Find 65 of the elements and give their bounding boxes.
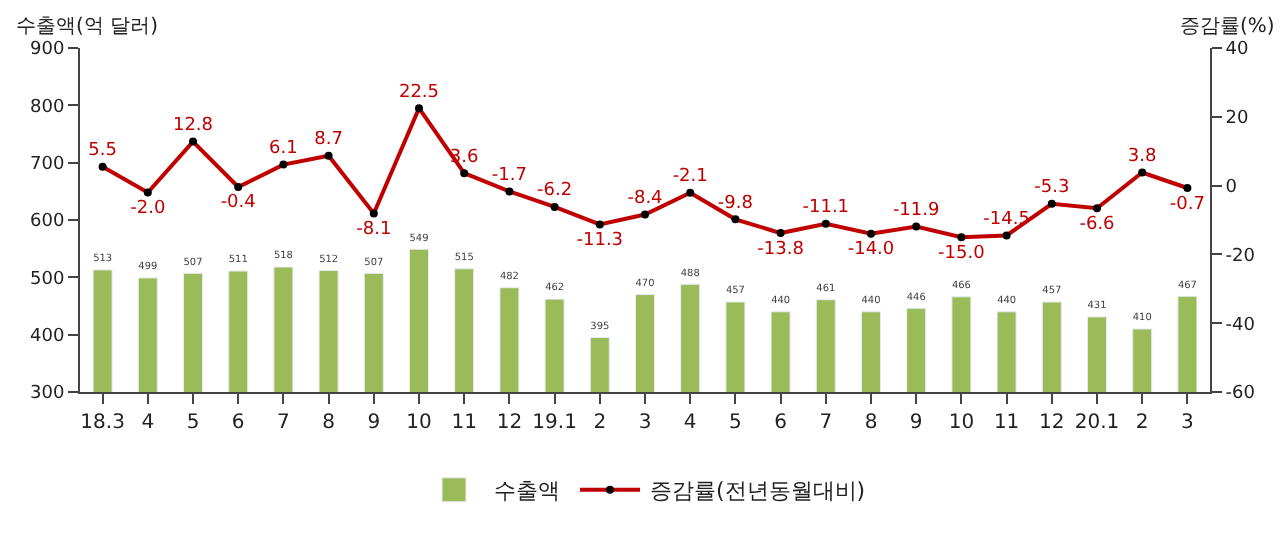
data-label: -15.0 bbox=[938, 243, 986, 264]
x-tick-label: 9 bbox=[909, 412, 923, 434]
x-tick-label: 4 bbox=[141, 412, 155, 434]
y-tick-label: 600 bbox=[30, 212, 65, 233]
data-label: -11.1 bbox=[802, 198, 850, 219]
x-tick-label: 11 bbox=[993, 412, 1020, 434]
y2-tick-label: 40 bbox=[1225, 40, 1250, 61]
y2-tick-label: -40 bbox=[1225, 315, 1256, 336]
data-label: -2.1 bbox=[672, 167, 708, 188]
y-tick-label: 900 bbox=[30, 40, 65, 61]
legend-label: 수출액 bbox=[494, 478, 560, 505]
y-tick-label: 800 bbox=[30, 97, 65, 118]
y-tick-label: 400 bbox=[30, 326, 65, 347]
x-tick-label: 8 bbox=[864, 412, 878, 434]
data-label: 12.8 bbox=[172, 116, 214, 137]
data-label: -14.0 bbox=[847, 240, 895, 261]
x-tick-label: 7 bbox=[819, 412, 833, 434]
data-label: 8.7 bbox=[314, 130, 343, 151]
x-tick-label: 3 bbox=[1181, 412, 1194, 434]
data-label: 6.1 bbox=[269, 139, 298, 160]
data-label: 5.5 bbox=[88, 141, 117, 162]
x-tick-label: 4 bbox=[683, 412, 697, 434]
y-tick-label: 700 bbox=[30, 154, 65, 175]
x-tick-label: 2 bbox=[1135, 412, 1149, 434]
x-tick-label: 11 bbox=[451, 412, 477, 434]
data-label: -0.4 bbox=[220, 193, 257, 214]
data-label: -6.6 bbox=[1079, 214, 1116, 235]
data-label: -8.4 bbox=[627, 189, 664, 209]
x-tick-label: 9 bbox=[367, 412, 381, 434]
x-tick-label: 10 bbox=[948, 412, 975, 434]
y-tick-label: 300 bbox=[30, 384, 65, 405]
data-label: -8.1 bbox=[356, 219, 392, 240]
y2-tick-label: 20 bbox=[1225, 109, 1250, 130]
y2-tick-label: -20 bbox=[1225, 246, 1256, 267]
x-tick-label: 12 bbox=[496, 412, 523, 434]
y2-axis-title: 증감률(%) bbox=[1180, 16, 1275, 38]
data-label: -2.0 bbox=[130, 198, 166, 219]
x-tick-label: 20.1 bbox=[1074, 412, 1120, 434]
y-axis-title: 수출액(억 달러) bbox=[16, 16, 159, 38]
data-label: -1.7 bbox=[491, 165, 527, 186]
data-label: -11.9 bbox=[892, 201, 941, 222]
x-tick-label: 5 bbox=[186, 412, 200, 434]
data-label: -13.8 bbox=[757, 239, 805, 260]
data-label: -6.2 bbox=[537, 181, 573, 202]
x-tick-label: 19.1 bbox=[532, 412, 577, 434]
x-tick-label: 18.3 bbox=[80, 412, 125, 434]
x-tick-label: 8 bbox=[322, 412, 335, 434]
x-tick-label: 7 bbox=[277, 412, 290, 434]
y2-tick-label: 0 bbox=[1225, 177, 1238, 198]
data-label: 3.8 bbox=[1127, 147, 1158, 168]
data-label: -5.3 bbox=[1034, 178, 1070, 199]
data-label: -9.8 bbox=[717, 193, 754, 214]
y2-tick-label: -60 bbox=[1225, 384, 1256, 405]
x-tick-label: 3 bbox=[638, 412, 652, 434]
x-tick-label: 6 bbox=[774, 412, 787, 434]
data-label: -11.3 bbox=[576, 230, 624, 251]
y-tick-label: 500 bbox=[30, 269, 65, 290]
x-tick-label: 6 bbox=[231, 412, 245, 434]
x-tick-label: 10 bbox=[406, 412, 432, 434]
legend-label: 증감률(전년동월대비) bbox=[650, 478, 866, 505]
x-tick-label: 5 bbox=[729, 412, 742, 434]
x-tick-label: 2 bbox=[593, 412, 607, 434]
data-label: 22.5 bbox=[398, 82, 440, 103]
x-tick-label: 12 bbox=[1039, 412, 1065, 434]
data-label: -0.7 bbox=[1169, 194, 1205, 215]
